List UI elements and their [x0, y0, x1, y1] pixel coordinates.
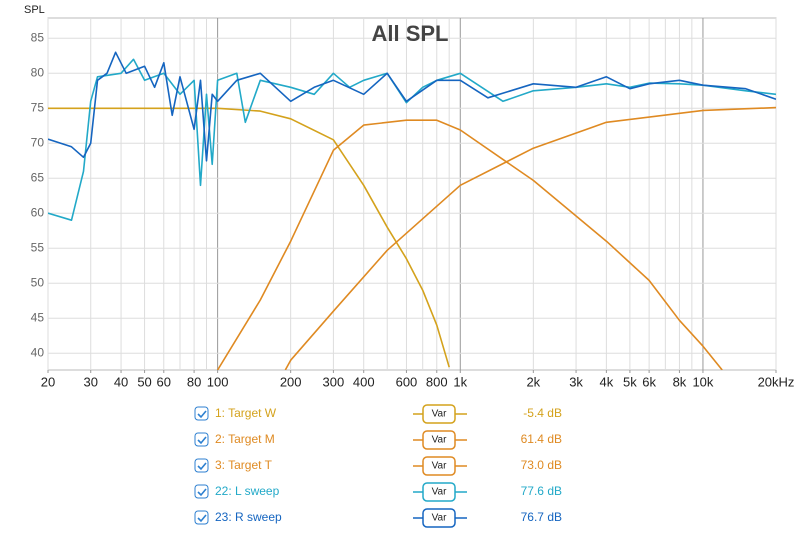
y-tick-label: 60 — [31, 205, 45, 219]
checkbox[interactable] — [194, 432, 209, 447]
series-line — [216, 119, 723, 370]
lines — [48, 51, 776, 370]
legend-name: 22: L sweep — [215, 484, 280, 498]
x-tick-label: 8k — [673, 374, 687, 389]
x-tick-label: 50 — [137, 374, 151, 389]
checkbox[interactable] — [194, 510, 209, 525]
var-button-label: Var — [432, 409, 447, 420]
legend-name: 3: Target T — [215, 458, 273, 472]
legend-row: 22: L sweep Var 77.6 dB — [194, 482, 562, 502]
x-tick-label: 20kHz — [758, 374, 795, 389]
checkmark — [197, 514, 207, 523]
checkbox[interactable] — [194, 406, 209, 421]
var-button-label: Var — [432, 513, 447, 524]
legend-name: 23: R sweep — [215, 510, 282, 524]
y-tick-label: 55 — [31, 240, 45, 254]
legend-readout: 77.6 dB — [521, 484, 562, 498]
legend-name: 1: Target W — [215, 406, 277, 420]
legend-readout: -5.4 dB — [523, 406, 562, 420]
y-tick-label: 40 — [31, 345, 45, 359]
x-tick-label: 100 — [207, 374, 229, 389]
x-tick-label: 6k — [642, 374, 656, 389]
legend-name: 2: Target M — [215, 432, 275, 446]
var-button[interactable] — [422, 430, 456, 450]
x-tick-label: 200 — [280, 374, 302, 389]
x-tick-label: 3k — [569, 374, 583, 389]
var-button-label: Var — [432, 461, 447, 472]
x-tick-label: 600 — [396, 374, 418, 389]
checkmark — [197, 436, 207, 445]
x-tick-label: 20 — [41, 374, 55, 389]
x-tick-label: 80 — [187, 374, 201, 389]
y-tick-label: 75 — [31, 100, 45, 114]
var-button[interactable] — [422, 508, 456, 528]
x-tick-label: 40 — [114, 374, 128, 389]
x-tick-label: 800 — [426, 374, 448, 389]
y-tick-label: 65 — [31, 170, 45, 184]
legend-row: 3: Target T Var 73.0 dB — [194, 456, 562, 476]
legend-readout: 76.7 dB — [521, 510, 562, 524]
series-line — [284, 106, 776, 370]
y-axis-label: SPL — [24, 4, 45, 16]
y-tick-label: 80 — [31, 65, 45, 79]
y-tick-label: 45 — [31, 310, 45, 324]
y-tick-label: 50 — [31, 275, 45, 289]
x-tick-label: 60 — [157, 374, 171, 389]
x-tick-label: 5k — [623, 374, 637, 389]
var-button[interactable] — [422, 482, 456, 502]
legend-row: 1: Target W Var -5.4 dB — [194, 404, 562, 424]
series-line — [48, 107, 450, 368]
x-tick-label: 10k — [692, 374, 713, 389]
x-tick-label: 300 — [323, 374, 345, 389]
series-line — [48, 58, 776, 221]
y-tick-label: 85 — [31, 30, 45, 44]
x-tick-label: 2k — [526, 374, 540, 389]
checkmark — [197, 462, 207, 471]
legend-readout: 73.0 dB — [521, 458, 562, 472]
var-button-label: Var — [432, 487, 447, 498]
checkbox[interactable] — [194, 458, 209, 473]
plot-area — [47, 17, 777, 371]
y-tick-label: 70 — [31, 135, 45, 149]
checkmark — [197, 488, 207, 497]
x-tick-label: 30 — [83, 374, 97, 389]
legend-row: 2: Target M Var 61.4 dB — [194, 430, 562, 450]
var-button-label: Var — [432, 435, 447, 446]
var-button[interactable] — [422, 456, 456, 476]
x-tick-label: 4k — [600, 374, 614, 389]
x-tick-label: 1k — [453, 374, 467, 389]
legend: 1: Target W Var -5.4 dB 2: Target M Var 61.4 … — [194, 404, 562, 528]
legend-row: 23: R sweep Var 76.7 dB — [194, 508, 562, 528]
x-tick-label: 400 — [353, 374, 375, 389]
checkbox[interactable] — [194, 484, 209, 499]
checkmark — [197, 410, 207, 419]
legend-readout: 61.4 dB — [521, 432, 562, 446]
series-line — [48, 51, 776, 162]
var-button[interactable] — [422, 404, 456, 424]
chart-title: All SPL — [371, 21, 448, 46]
